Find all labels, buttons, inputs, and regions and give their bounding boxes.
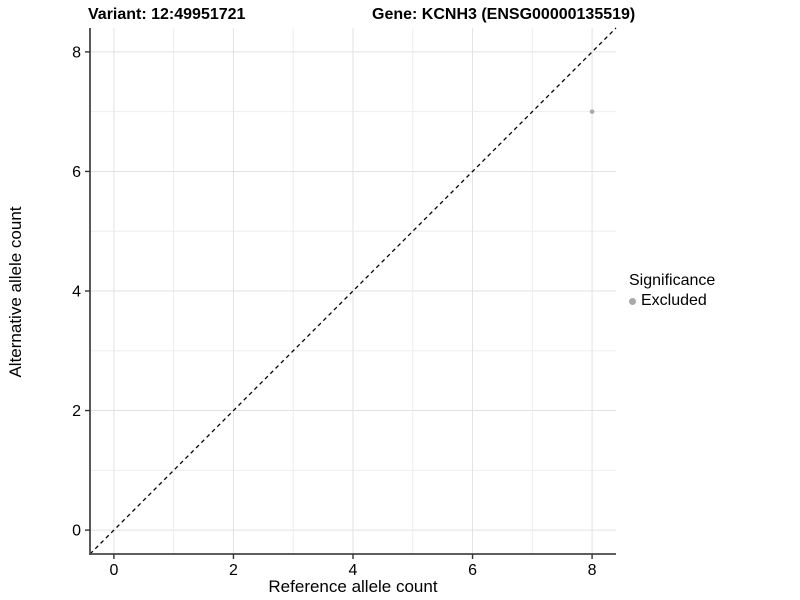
- y-axis-label: Alternative allele count: [6, 206, 25, 378]
- y-tick-label: 8: [72, 44, 81, 61]
- legend: Significance Excluded: [629, 271, 715, 310]
- legend-item-excluded: Excluded: [629, 292, 715, 310]
- legend-point-marker-icon: [629, 297, 636, 305]
- legend-title: Significance: [629, 272, 716, 289]
- data-point: [589, 109, 595, 114]
- x-tick-label: 6: [468, 562, 477, 579]
- legend-item-label: Excluded: [641, 292, 707, 309]
- x-axis-label: Reference allele count: [268, 577, 438, 596]
- x-tick-label: 2: [229, 562, 238, 579]
- y-tick-label: 4: [72, 284, 81, 301]
- x-tick-label: 0: [109, 562, 118, 579]
- y-tick-label: 6: [72, 164, 81, 181]
- x-tick-label: 8: [588, 562, 597, 579]
- plot-title-variant: Variant: 12:49951721: [88, 6, 246, 23]
- x-tick-label: 4: [349, 562, 358, 579]
- y-tick-label: 0: [72, 523, 81, 540]
- y-tick-label: 2: [72, 403, 81, 420]
- plot-title-gene: Gene: KCNH3 (ENSG00000135519): [372, 6, 636, 23]
- identity-line: [89, 27, 617, 555]
